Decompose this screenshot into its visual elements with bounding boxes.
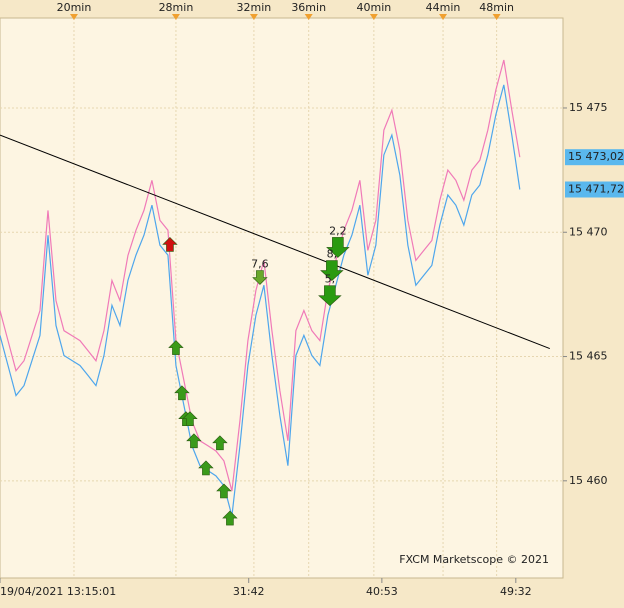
signal-arrow [174,385,190,401]
top-tick [249,14,258,20]
top-tick-label: 28min [159,1,194,14]
signal-label: 8, [327,248,338,261]
signal-arrow [216,483,232,499]
signal-arrow [198,460,214,476]
trend-line [0,134,550,350]
signal-arrow [212,435,228,451]
y-tick-label: 15 460 [569,474,608,487]
x-tick-label: 49:32 [500,585,532,598]
signal-arrow [320,260,344,281]
y-tick-label: 15 475 [569,101,608,114]
signal-arrow [162,237,178,252]
y-tick-label: 15 465 [569,350,608,363]
signal-label: 7,6 [251,257,269,270]
y-tick-label: 15 470 [569,225,608,238]
top-tick-label: 48min [479,1,514,14]
top-tick [439,14,448,20]
x-tick-label: 19/04/2021 13:15:01 [0,585,116,598]
price-tag [565,149,624,166]
price-tag-label: 15 471,72 [568,183,624,196]
price-tag-label: 15 473,02 [568,150,624,163]
watermark: FXCM Marketscope © 2021 [399,553,549,566]
price-tag [565,181,624,198]
signal-arrow [326,237,350,258]
signal-arrow [222,510,238,526]
plot-area [0,17,564,579]
top-tick [171,14,180,20]
top-tick-label: 44min [426,1,461,14]
signal-arrow [182,411,198,426]
price-line [0,84,521,517]
top-tick-label: 40min [356,1,391,14]
signal-label: 5, [325,273,336,286]
top-tick [492,14,501,20]
signal-arrow [318,285,342,307]
signal-arrow [168,340,184,355]
signal-arrow [252,270,268,285]
signal-arrow [186,433,202,449]
signal-label: 2,2 [329,224,347,237]
top-tick [304,14,313,20]
top-tick [369,14,378,20]
x-tick-label: 31:42 [233,585,265,598]
top-tick [69,14,78,20]
top-tick-label: 20min [57,1,92,14]
top-tick-label: 36min [291,1,326,14]
top-tick-label: 32min [237,1,272,14]
x-tick-label: 40:53 [366,585,398,598]
